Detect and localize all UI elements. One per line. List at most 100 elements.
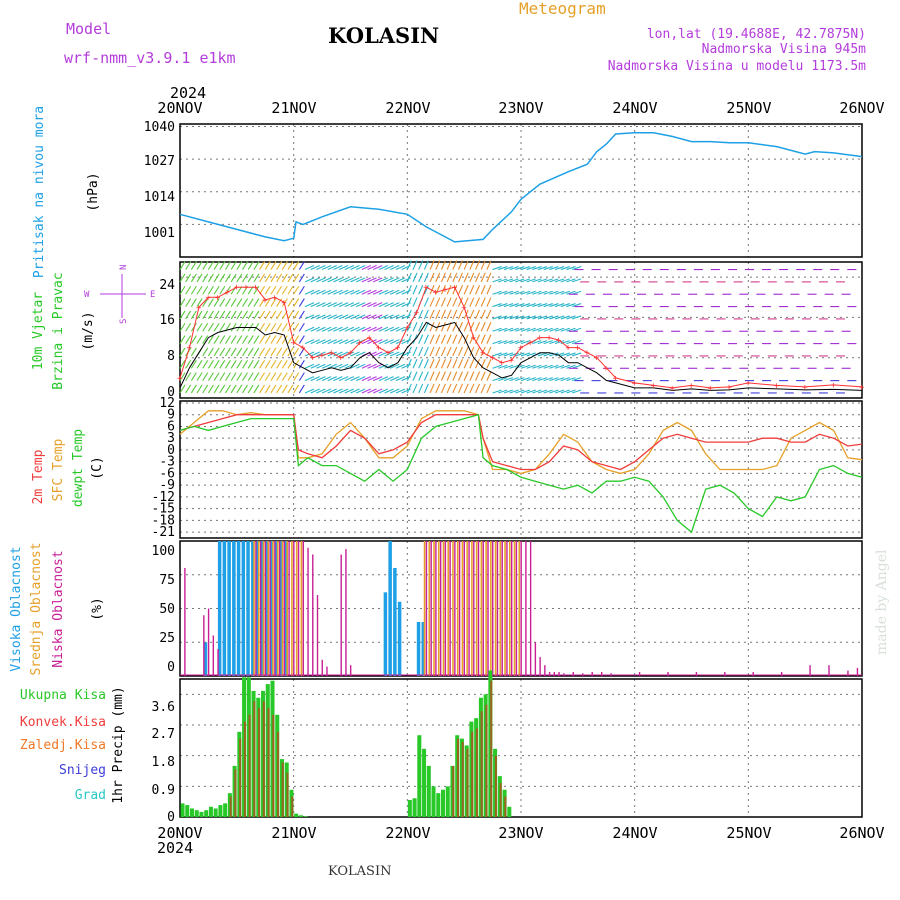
wind-barb — [367, 363, 377, 369]
wind-barb — [560, 290, 570, 295]
cloud-mid-bar — [480, 541, 483, 676]
precip-conv-bar — [466, 748, 469, 817]
wind-barb — [469, 309, 475, 320]
pressure-ylabel: Pritisak na nivou mora — [32, 106, 47, 278]
wind-gust-marker: + — [651, 381, 657, 391]
y-tick-label: -12 — [152, 490, 175, 505]
precip-conv-bar — [286, 772, 289, 817]
wind-barb — [503, 303, 514, 308]
cloud-low-bar — [435, 541, 437, 676]
wind-barb — [298, 273, 305, 283]
pressure-unit: (hPa) — [86, 172, 101, 211]
wind-barb — [520, 278, 531, 283]
wind-barb — [503, 290, 514, 295]
wind-barb — [446, 309, 452, 320]
wind-barb — [293, 372, 300, 381]
wind-barb — [304, 277, 315, 283]
wind-gust-marker: + — [404, 323, 410, 333]
wind-barb — [395, 363, 406, 369]
wind-barb — [480, 322, 486, 332]
y-tick-label: 100 — [152, 544, 175, 559]
cloud-mid-bar — [257, 541, 260, 676]
wind-barb — [384, 339, 394, 345]
wind-barb — [475, 383, 481, 394]
year-bottom: 2024 — [157, 839, 193, 857]
wind-barb — [207, 285, 214, 295]
wind-barb — [418, 334, 424, 344]
wind-barb — [316, 289, 326, 295]
precip-conv-bar — [239, 738, 242, 817]
wind-barb — [503, 315, 514, 320]
wind-barb — [526, 278, 536, 283]
wind-barb — [333, 351, 343, 357]
wind-barb — [560, 377, 570, 382]
wind-barb — [395, 277, 406, 283]
wind-barb — [293, 347, 300, 357]
wind-barb — [412, 297, 418, 307]
precip-total-bar — [412, 798, 417, 817]
wind-gust-marker: + — [177, 374, 183, 384]
cloud-low-bar — [207, 608, 210, 676]
wind-barb — [213, 298, 220, 307]
wind-barb — [350, 326, 360, 332]
wind-barb — [560, 364, 570, 369]
wind-barb — [480, 346, 486, 357]
cloud-high-bar — [265, 541, 269, 676]
wind-barb — [412, 272, 418, 283]
wind-barb — [327, 326, 337, 332]
precip-conv-bar — [490, 680, 493, 817]
wind-barb — [190, 384, 197, 394]
wind-barb — [276, 335, 283, 344]
cloud-low-bar — [510, 541, 513, 676]
wind-barb — [509, 377, 519, 382]
cloud-low-bar — [809, 665, 811, 676]
wind-barb — [247, 372, 254, 381]
precip-conv-bar — [461, 742, 464, 817]
cloud-high-bar — [393, 568, 397, 676]
wind-barb — [457, 371, 463, 381]
wind-barb — [242, 384, 248, 394]
cloud-high-bar — [236, 541, 241, 676]
wind-barb — [213, 359, 220, 369]
wind-barb — [446, 371, 452, 381]
wind-barb — [338, 388, 349, 394]
wind-barb — [412, 359, 418, 369]
year-top: 2024 — [170, 84, 206, 102]
wind-barb — [440, 359, 446, 369]
cloud-low-bar — [425, 541, 428, 676]
wind-barb — [367, 339, 377, 345]
wind-barb — [321, 314, 332, 320]
wind-barb — [429, 260, 435, 270]
wind-barb — [520, 290, 531, 295]
wind-gust-marker: + — [376, 344, 382, 354]
wind-barb — [355, 351, 366, 357]
wind-barb — [554, 266, 565, 271]
wind-barb — [532, 290, 542, 295]
wind-barb — [509, 290, 519, 295]
wind-barb — [264, 273, 271, 283]
wind-barb — [281, 273, 288, 283]
wind-barb — [316, 277, 326, 283]
precip-total-bar — [417, 735, 422, 817]
wind-gust-marker: + — [745, 379, 751, 389]
wind-ylabel-1: 10m Vjetar — [31, 292, 46, 370]
wind-barb — [196, 322, 203, 332]
wind-barb — [179, 384, 186, 394]
wind-barb — [549, 303, 559, 308]
wind-barb — [185, 372, 192, 381]
cloud-low-bar — [349, 665, 352, 676]
wind-barb — [230, 298, 237, 307]
wind-barb — [571, 315, 582, 320]
wind-barb — [515, 340, 525, 345]
precip-conv-bar — [248, 714, 251, 817]
wind-barb — [486, 272, 492, 283]
wind-gust-marker: + — [291, 339, 297, 349]
cloud-low-bar — [539, 657, 541, 676]
cloud-low-bar — [212, 635, 215, 676]
wind-barb — [202, 384, 209, 394]
precip-conv-bar — [267, 707, 270, 817]
precip-conv-bar — [229, 796, 232, 817]
wind-barb — [264, 298, 271, 307]
wind-barb — [429, 334, 435, 344]
wind-barb — [190, 261, 197, 270]
